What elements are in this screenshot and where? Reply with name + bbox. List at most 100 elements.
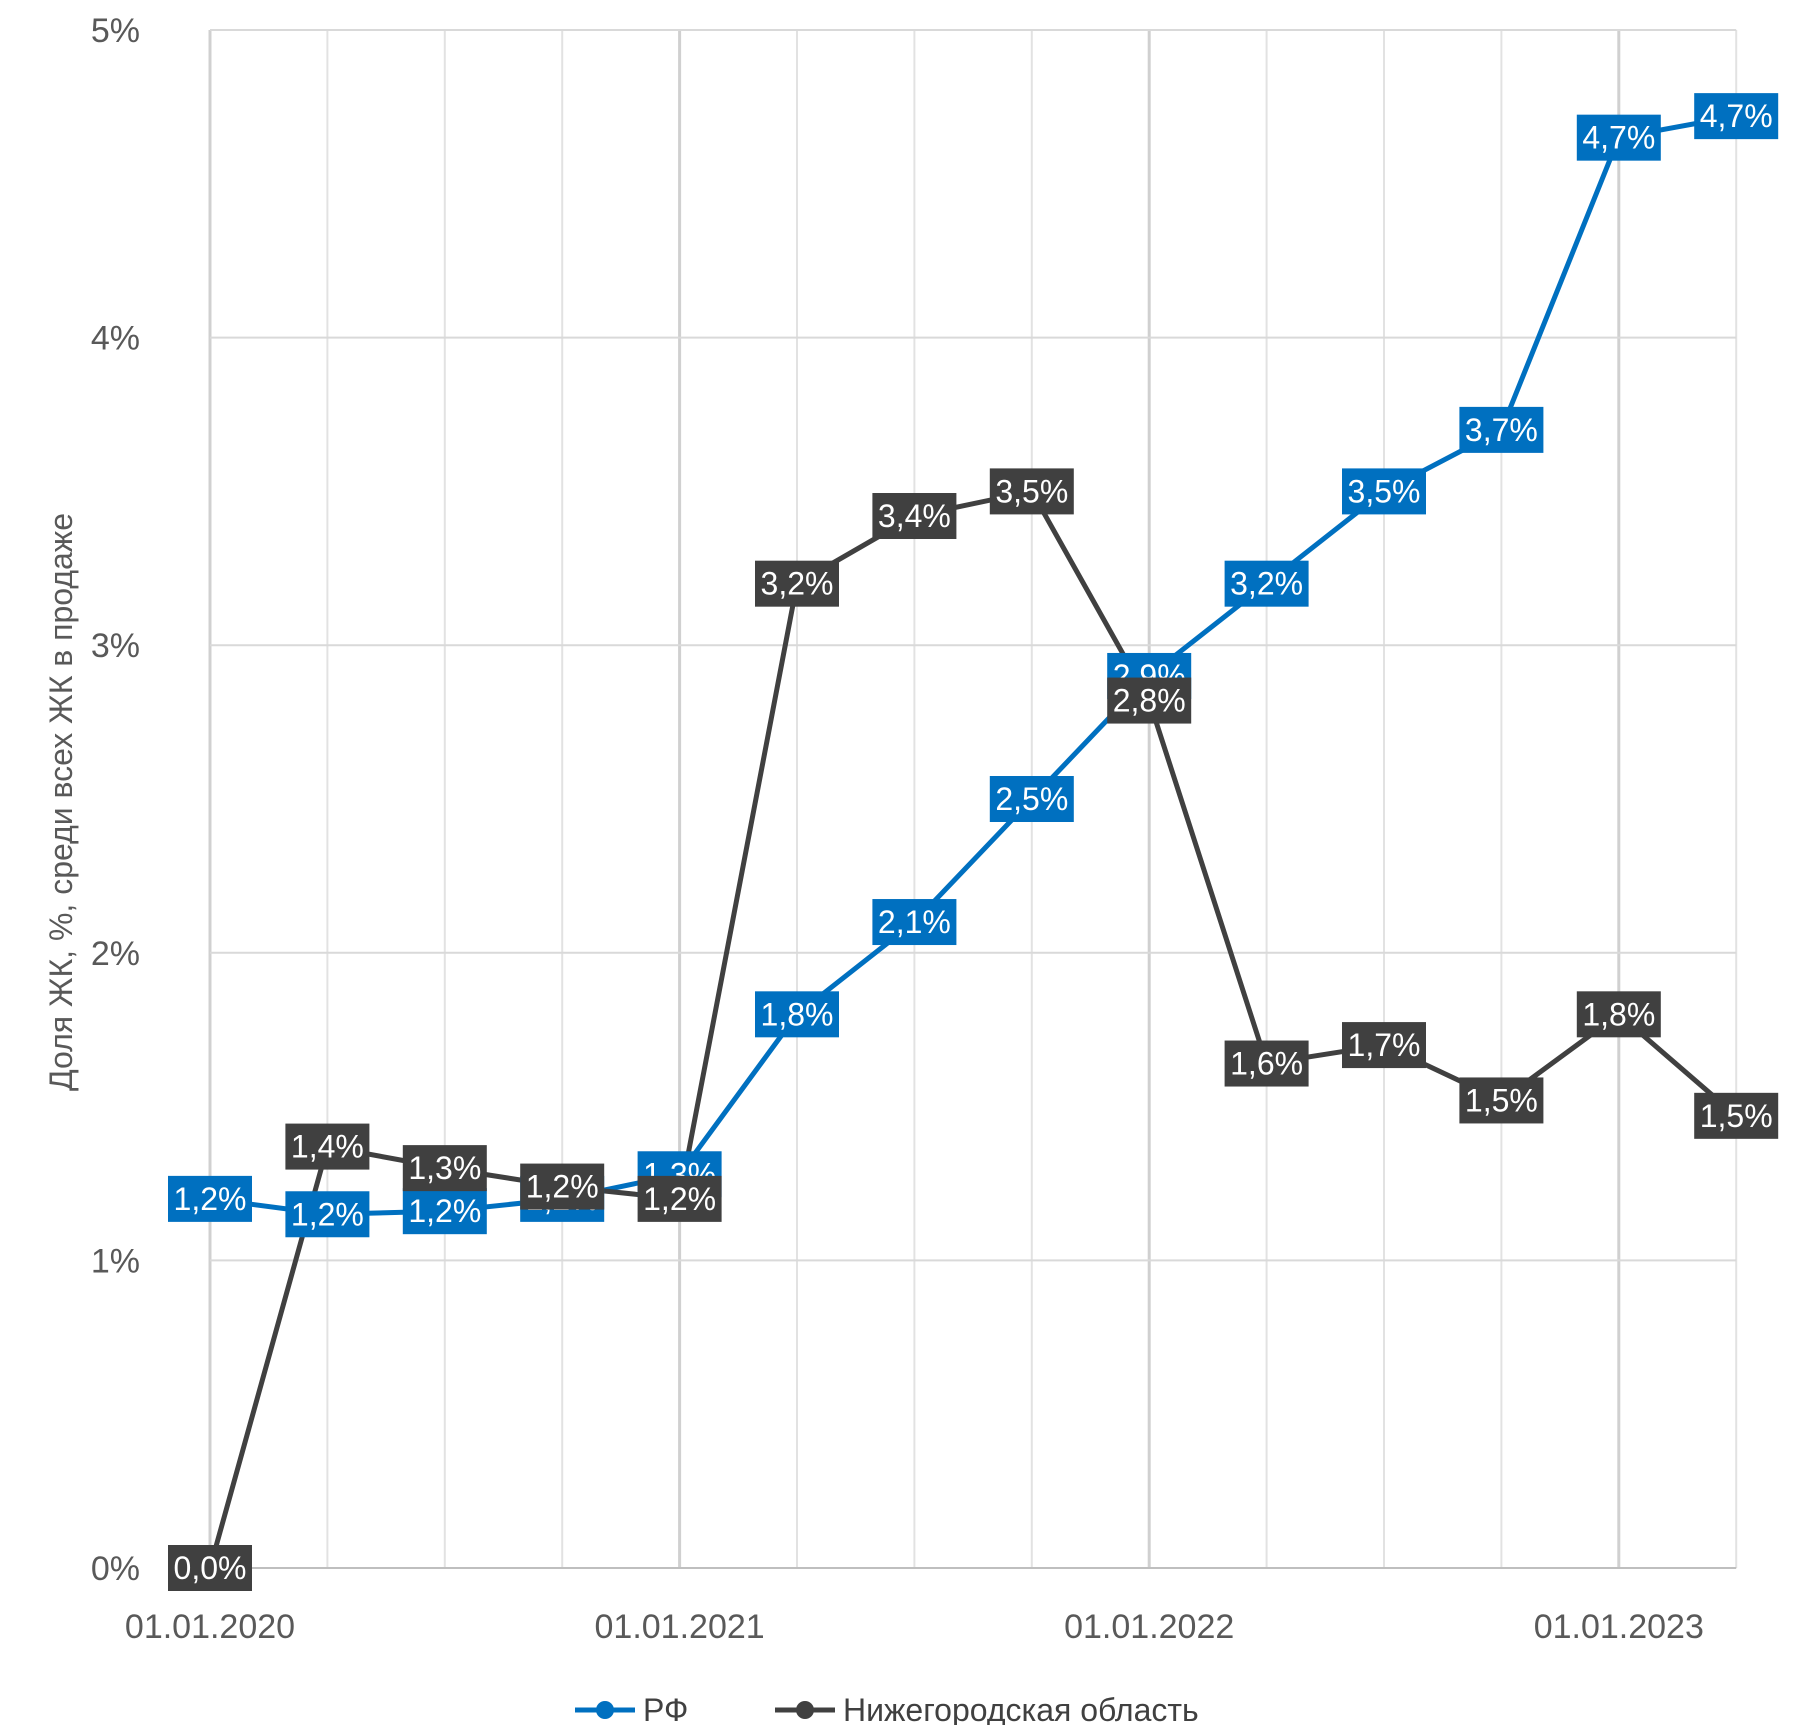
data-label-box [989, 468, 1074, 515]
data-label-box [285, 1191, 370, 1238]
grid [208, 29, 1738, 1569]
legend-item: РФ [575, 1692, 688, 1725]
y-axis: 0% 1% 2% 3% 4% 5% [91, 12, 140, 1588]
data-label-text: 1,7% [1348, 1027, 1421, 1063]
legend-item: Нижегородская область [775, 1692, 1199, 1725]
data-label-text: 3,5% [1348, 473, 1421, 509]
data-label-text: 1,2% [174, 1181, 247, 1217]
data-label: 1,8% [1576, 991, 1661, 1038]
data-label: 3,2% [755, 560, 839, 607]
y-axis-title: Доля ЖК, %, среди всех ЖК в продаже [43, 513, 79, 1091]
data-label-text: 1,5% [1465, 1082, 1538, 1118]
data-label-box [1694, 93, 1779, 140]
data-label: 1,3% [402, 1145, 487, 1192]
y-tick-label: 2% [91, 935, 140, 973]
data-label: 1,2% [168, 1175, 252, 1222]
data-label-box [520, 1163, 605, 1210]
data-label: 3,2% [1224, 560, 1309, 607]
data-label: 1,4% [285, 1123, 370, 1170]
data-label-text: 1,2% [408, 1193, 481, 1229]
data-label-box [1342, 468, 1426, 515]
data-label-box [1459, 1077, 1544, 1124]
legend-label: Нижегородская область [843, 1692, 1199, 1725]
legend-label: РФ [643, 1692, 688, 1725]
data-label: 1,5% [1694, 1092, 1779, 1139]
data-label-box [989, 776, 1074, 822]
data-label-text: 0,0% [174, 1550, 247, 1586]
legend-marker [596, 1701, 614, 1719]
data-label: 3,5% [989, 468, 1074, 515]
y-tick-label: 1% [91, 1242, 140, 1280]
y-tick-label: 0% [91, 1550, 140, 1588]
data-label: 1,2% [402, 1188, 487, 1235]
data-label-text: 3,2% [1230, 566, 1303, 602]
data-label: 2,8% [1107, 677, 1192, 724]
data-label-text: 1,3% [408, 1150, 481, 1186]
data-label: 1,5% [1459, 1077, 1544, 1124]
data-label-text: 2,5% [995, 781, 1068, 817]
data-label: 1,2% [520, 1163, 605, 1210]
data-labels: 1,2%1,2%1,2%1,2%1,3%1,8%2,1%2,5%2,9%3,2%… [168, 93, 1779, 1591]
data-label: 2,1% [872, 899, 957, 946]
data-label-box [755, 560, 839, 607]
legend-marker [796, 1701, 814, 1719]
data-label: 3,7% [1459, 406, 1544, 453]
x-tick-label: 01.01.2023 [1534, 1608, 1704, 1646]
legend: РФ Нижегородская область [575, 1692, 1199, 1725]
data-label: 3,5% [1342, 468, 1426, 515]
data-label-text: 2,8% [1113, 683, 1186, 719]
data-label-box [1459, 406, 1544, 453]
data-label-text: 1,6% [1230, 1046, 1303, 1082]
series-line-1 [207, 488, 1738, 1569]
series-group [204, 110, 1743, 1574]
data-label-box [872, 899, 957, 946]
data-label-box [1576, 114, 1661, 161]
data-label-text: 3,5% [995, 473, 1068, 509]
data-label-box [285, 1123, 370, 1170]
data-label-box [402, 1145, 487, 1192]
y-tick-label: 3% [91, 627, 140, 665]
data-label: 4,7% [1694, 93, 1779, 140]
data-label: 1,8% [755, 991, 839, 1038]
data-label-box [1224, 1040, 1309, 1087]
y-tick-label: 4% [91, 320, 140, 358]
data-label-text: 2,1% [878, 904, 951, 940]
data-label-box [168, 1175, 252, 1222]
data-label: 2,5% [989, 776, 1074, 822]
x-tick-label: 01.01.2022 [1064, 1608, 1234, 1646]
data-label-box [872, 493, 957, 540]
data-label-text: 3,2% [761, 566, 834, 602]
data-label: 3,4% [872, 493, 957, 540]
data-label-box [402, 1188, 487, 1235]
x-tick-label: 01.01.2021 [595, 1608, 765, 1646]
data-label-box [1694, 1092, 1779, 1139]
x-axis: 01.01.2020 01.01.2021 01.01.2022 01.01.2023 [125, 1608, 1704, 1646]
data-label: 4,7% [1576, 114, 1661, 161]
data-label-text: 1,8% [1582, 996, 1655, 1032]
data-label: 1,7% [1342, 1022, 1426, 1069]
data-label-text: 1,2% [643, 1181, 716, 1217]
data-label-box [1342, 1022, 1426, 1069]
data-label: 1,2% [285, 1191, 370, 1238]
series-line-0 [209, 113, 1737, 1217]
data-label-text: 4,7% [1700, 98, 1773, 134]
data-label-text: 3,4% [878, 498, 951, 534]
data-label-box [755, 991, 839, 1038]
data-label-text: 1,4% [291, 1129, 364, 1165]
data-label: 1,6% [1224, 1040, 1309, 1087]
x-tick-label: 01.01.2020 [125, 1608, 295, 1646]
data-label-box [168, 1545, 252, 1591]
data-label-box [1224, 560, 1309, 607]
data-label-box [1107, 677, 1192, 724]
data-label-text: 1,8% [761, 996, 834, 1032]
y-tick-label: 5% [91, 12, 140, 50]
data-label-text: 1,2% [526, 1169, 599, 1205]
data-label-text: 3,7% [1465, 412, 1538, 448]
data-label-box [637, 1175, 722, 1222]
data-label-text: 1,2% [291, 1196, 364, 1232]
data-label: 1,2% [637, 1175, 722, 1222]
data-label: 0,0% [168, 1545, 252, 1591]
data-label-box [1576, 991, 1661, 1038]
data-label-text: 4,7% [1582, 120, 1655, 156]
